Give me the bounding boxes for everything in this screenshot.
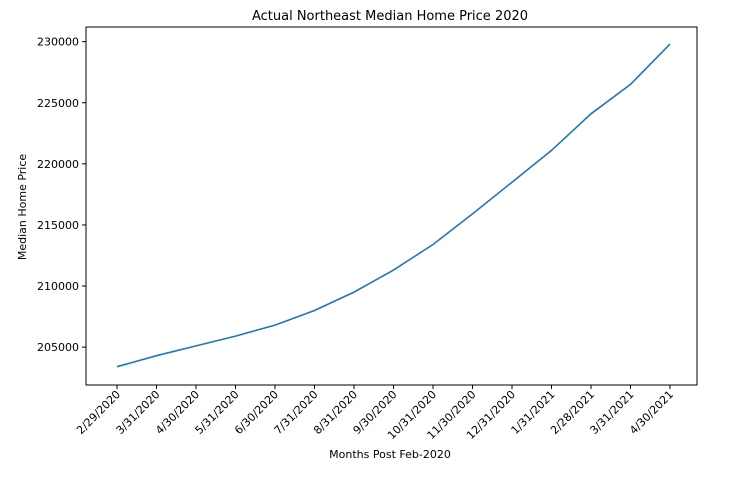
y-tick-label: 220000	[37, 158, 79, 171]
plot-area-frame	[85, 26, 698, 386]
y-tick-label: 230000	[37, 36, 79, 49]
y-tick-label: 225000	[37, 97, 79, 110]
x-axis-ticks: 2/29/20203/31/20204/30/20205/31/20206/30…	[74, 385, 676, 442]
x-axis-label: Months Post Feb-2020	[329, 448, 451, 461]
y-axis-label: Median Home Price	[16, 154, 29, 261]
chart-title: Actual Northeast Median Home Price 2020	[252, 9, 528, 24]
series-line	[116, 43, 671, 368]
y-tick-label: 210000	[37, 280, 79, 293]
y-tick-label: 215000	[37, 219, 79, 232]
y-axis-ticks: 205000 210000 215000 220000 225000 230000	[37, 36, 86, 354]
y-tick-label: 205000	[37, 341, 79, 354]
